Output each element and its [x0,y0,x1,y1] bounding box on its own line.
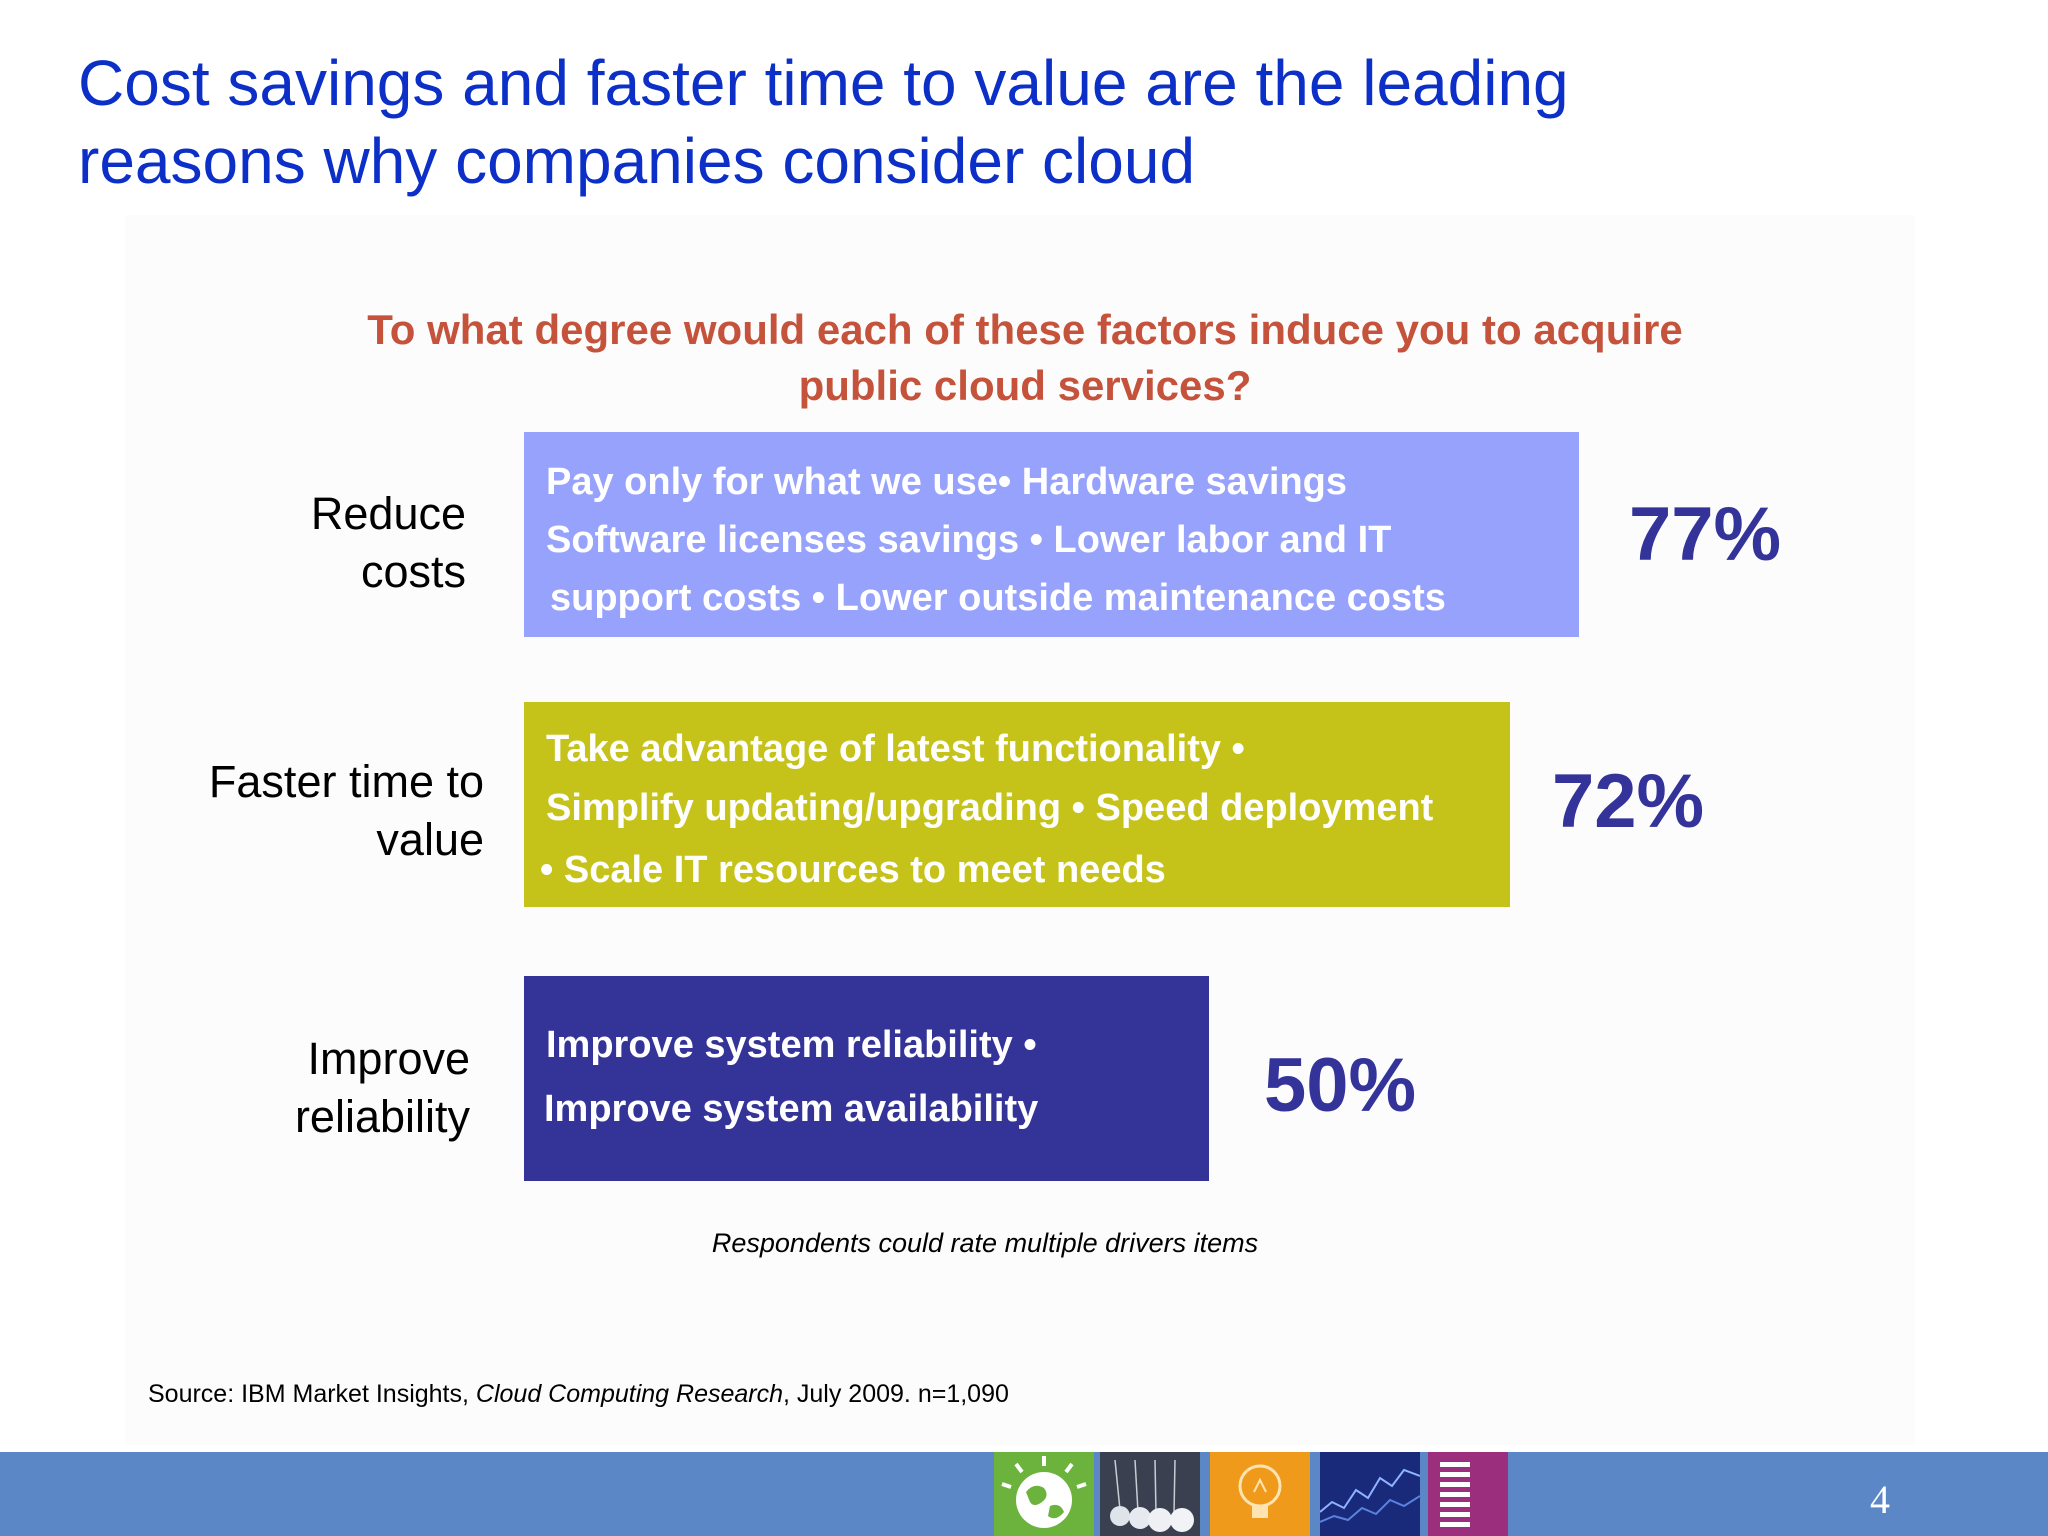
row-label-line: value [376,814,484,865]
question-line-1: To what degree would each of these facto… [367,306,1683,353]
row-label-line: Improve [307,1033,470,1084]
source-suffix: , July 2009. n=1,090 [783,1380,1009,1408]
value-label-improve-reliability: 50% [1264,1043,1417,1128]
bar-text-line: • Scale IT resources to meet needs [540,849,1166,891]
smarter-planet-globe-icon [994,1452,1094,1536]
slide-title: Cost savings and faster time to value ar… [78,44,1838,200]
survey-question: To what degree would each of these facto… [200,302,1850,414]
footnote: Respondents could rate multiple drivers … [711,1228,1259,1258]
ibm-logo [1428,1452,1508,1536]
row-label-line: Reduce [310,488,466,539]
bar-text-line: Take advantage of latest functionality • [546,728,1245,770]
bar-reduce-costs: Pay only for what we use• Hardware savin… [524,432,1579,637]
row-label-line: Faster time to [208,756,484,807]
lightbulb-icon [1210,1452,1310,1536]
row-label-reduce-costs: Reduce costs [180,485,466,601]
bar-improve-reliability: Improve system reliability • Improve sys… [524,976,1209,1181]
title-line-2: reasons why companies consider cloud [78,125,1196,197]
bar-text-line: Simplify updating/upgrading • Speed depl… [546,787,1434,829]
row-label-line: costs [360,546,466,597]
row-label-line: reliability [294,1091,470,1142]
row-label-faster-time-to-value: Faster time to value [150,753,484,869]
newton-cradle-icon [1100,1452,1200,1536]
title-line-1: Cost savings and faster time to value ar… [78,47,1569,119]
value-label-reduce-costs: 77% [1629,492,1782,577]
bar-text-line: support costs • Lower outside maintenanc… [550,577,1446,619]
source-prefix: Source: IBM Market Insights, [148,1380,476,1408]
value-label-faster-time-to-value: 72% [1552,759,1705,844]
page-number: 4 [1870,1477,1890,1522]
bar-text-line: Pay only for what we use• Hardware savin… [546,461,1348,503]
row-label-improve-reliability: Improve reliability [180,1030,470,1146]
question-line-2: public cloud services? [798,362,1252,409]
bar-text-line: Improve system availability [544,1088,1039,1130]
bar-faster-time-to-value: Take advantage of latest functionality •… [524,702,1510,907]
source-title: Cloud Computing Research [475,1380,784,1408]
data-chart-icon [1320,1452,1420,1536]
source-citation: Source: IBM Market Insights, Cloud Compu… [148,1380,1009,1409]
bar-text-line: Software licenses savings • Lower labor … [546,519,1392,561]
bar-text-line: Improve system reliability • [546,1024,1037,1066]
